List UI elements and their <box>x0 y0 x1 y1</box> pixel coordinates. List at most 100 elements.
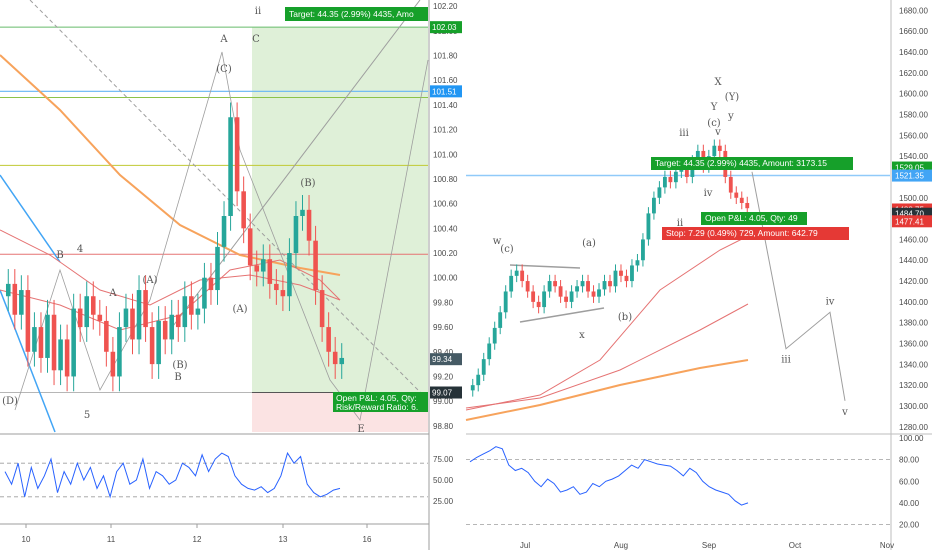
left-candle-body <box>77 308 83 328</box>
right-y-tick: 1660.00 <box>899 27 928 36</box>
left-candle-body <box>287 253 292 297</box>
left-price-badge-text: 101.51 <box>432 87 457 96</box>
right-y-tick: 1500.00 <box>899 194 928 203</box>
left-wave-label: (B) <box>300 178 315 189</box>
left-candle-body <box>51 314 57 371</box>
left-candle-body <box>234 117 240 192</box>
left-candle-body <box>274 283 279 291</box>
right-y-tick: 1580.00 <box>899 111 928 120</box>
right-candle-body <box>569 291 574 302</box>
left-wave-label: ii <box>255 6 261 17</box>
left-candle-body <box>162 320 168 340</box>
left-candle-body <box>156 320 161 365</box>
right-candle-body <box>481 359 486 375</box>
left-candle-body <box>313 240 318 291</box>
right-candle-body <box>503 291 508 313</box>
left-candle-body <box>5 283 11 297</box>
left-candle-body <box>58 339 63 371</box>
left-wave-label: A <box>108 288 117 299</box>
right-price-badge-text: 1529.05 <box>895 164 924 173</box>
right-rsi-tick: 100.00 <box>899 434 924 443</box>
left-x-tick: 13 <box>279 535 288 544</box>
right-wave-label: (c) <box>500 244 514 255</box>
right-candle-body <box>547 281 552 292</box>
left-price-badge <box>430 85 462 98</box>
left-x-tick: 10 <box>22 535 31 544</box>
left-y-tick: 101.80 <box>433 52 458 61</box>
left-y-tick: 101.60 <box>433 76 458 85</box>
right-y-tick: 1320.00 <box>899 381 928 390</box>
right-price-badge-text: 1521.35 <box>895 172 924 181</box>
left-price-badge <box>430 386 462 399</box>
left-candle-body <box>202 277 207 309</box>
right-wave-label: ii <box>677 218 683 229</box>
right-y-tick: 1440.00 <box>899 256 928 265</box>
right-wave-label: Y <box>710 102 718 113</box>
right-x-tick: Sep <box>702 541 717 550</box>
right-candle-body <box>575 286 579 292</box>
left-pnl-line2: Risk/Reward Ratio: 6. <box>336 402 418 412</box>
right-candle-body <box>739 197 744 203</box>
right-candle-body <box>520 270 525 282</box>
right-stop-text: Stop: 7.29 (0.49%) 729, Amount: 642.79 <box>666 228 818 238</box>
right-wave-label: (a) <box>582 238 596 249</box>
right-y-tick: 1460.00 <box>899 235 928 244</box>
right-candle-body <box>531 291 536 302</box>
right-price-badge-text: 1484.70 <box>895 210 924 219</box>
right-candle-body <box>487 343 492 360</box>
right-rsi-tick: 80.00 <box>899 456 920 465</box>
right-wave-label: (c) <box>707 118 721 129</box>
left-candle-body <box>221 216 227 247</box>
left-candle-body <box>12 283 18 315</box>
left-y-tick: 100.00 <box>433 274 458 283</box>
right-candle-body <box>635 260 640 266</box>
right-candle-body <box>542 291 547 308</box>
left-rsi-line <box>4 451 341 499</box>
right-candle-body <box>630 265 634 282</box>
left-y-tick: 101.20 <box>433 126 458 135</box>
right-rsi-tick: 40.00 <box>899 499 920 508</box>
left-pnl-badge <box>333 392 428 412</box>
left-price-badge <box>430 353 462 366</box>
right-candle-body <box>492 327 497 344</box>
right-candle-body <box>602 281 607 290</box>
right-candle-body <box>586 281 590 292</box>
right-candle-body <box>717 145 722 151</box>
left-pnl-line1: Open P&L: 4.05, Qty: <box>336 393 417 403</box>
left-candle-body <box>319 290 325 328</box>
left-candle-body <box>241 191 246 229</box>
right-y-tick: 1400.00 <box>899 298 928 307</box>
left-x-tick: 16 <box>363 535 372 544</box>
right-y-tick: 1340.00 <box>899 360 928 369</box>
right-triangle-bottom <box>519 307 605 323</box>
right-y-tick: 1300.00 <box>899 402 928 411</box>
right-candle-body <box>619 270 623 276</box>
right-rsi-tick: 20.00 <box>899 521 920 530</box>
left-grey-channel <box>169 0 421 331</box>
left-candle-body <box>254 265 260 272</box>
right-projection-path <box>751 171 846 401</box>
left-candle-body <box>339 357 345 365</box>
left-x-tick: 11 <box>107 535 116 544</box>
right-price-badge-text: 1477.41 <box>895 217 924 226</box>
left-price-badge-text: 102.03 <box>432 23 457 32</box>
right-wave-label: v <box>714 127 721 138</box>
right-wave-label: w <box>493 236 502 247</box>
right-ma-red-2 <box>465 229 761 411</box>
left-candle-body <box>293 216 299 254</box>
left-y-tick: 99.20 <box>433 372 454 381</box>
left-target-text: Target: 44.35 (2.99%) 4435, Amo <box>289 9 414 19</box>
right-x-tick: Oct <box>789 541 802 550</box>
left-candle-body <box>326 327 331 352</box>
left-candle-body <box>130 308 135 340</box>
right-ma-red-1 <box>465 303 749 409</box>
left-candle-body <box>215 246 220 291</box>
right-candle-body <box>597 289 601 297</box>
right-y-tick: 1620.00 <box>899 69 928 78</box>
left-y-tick: 100.80 <box>433 175 458 184</box>
right-y-tick: 1600.00 <box>899 90 928 99</box>
left-candle-body <box>300 209 305 216</box>
right-projection-label: v <box>841 407 848 418</box>
left-wave-label: (B) <box>172 360 187 371</box>
left-y-tick: 101.00 <box>433 150 458 159</box>
